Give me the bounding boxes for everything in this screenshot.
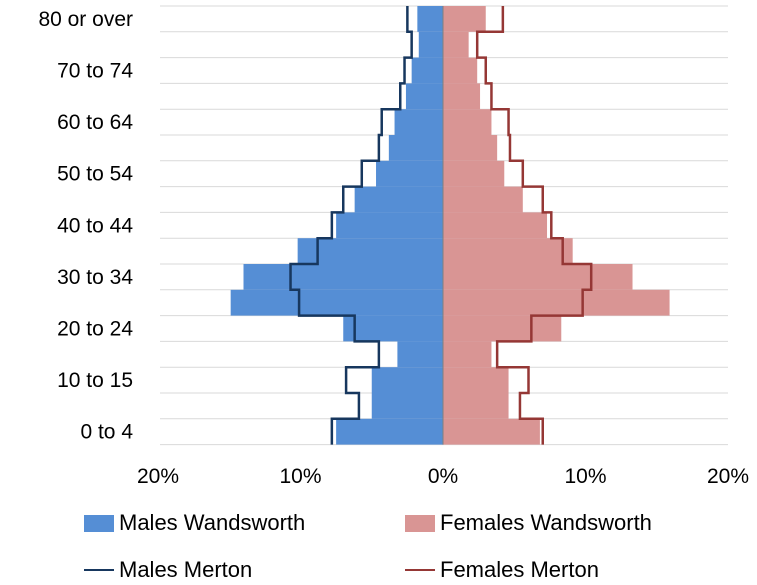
population-pyramid-chart: 0 to 4 10 to 15 20 to 24 30 to 34 40 to 44 50… bbox=[38, 5, 749, 488]
y-tick-label: 0 to 4 bbox=[80, 421, 133, 444]
legend-swatch-females-wandsworth bbox=[405, 514, 435, 532]
bar-females-wandsworth bbox=[443, 393, 509, 419]
bar-females-wandsworth bbox=[443, 31, 469, 58]
bar-males-wandsworth bbox=[243, 264, 443, 290]
bar-males-wandsworth bbox=[405, 83, 443, 110]
bar-females-wandsworth bbox=[443, 238, 573, 264]
bar-females-wandsworth bbox=[443, 341, 492, 368]
y-tick-label: 40 to 44 bbox=[57, 214, 133, 237]
y-tick-label: 30 to 34 bbox=[57, 266, 133, 289]
bar-females-wandsworth bbox=[443, 212, 548, 239]
legend-females-merton: Females Merton bbox=[405, 557, 599, 583]
step-males-merton bbox=[289, 6, 413, 445]
y-tick-label: 50 to 54 bbox=[57, 163, 133, 186]
bar-males-wandsworth bbox=[417, 6, 443, 32]
bar-males-wandsworth bbox=[343, 315, 443, 342]
y-tick-label: 70 to 74 bbox=[57, 60, 133, 83]
bar-females-wandsworth bbox=[443, 315, 562, 342]
x-tick-label: 20% bbox=[707, 465, 749, 488]
legend-males-wandsworth: Males Wandsworth bbox=[84, 510, 305, 536]
bar-males-wandsworth bbox=[336, 212, 443, 239]
y-tick-label: 10 to 15 bbox=[57, 369, 133, 392]
bar-females-wandsworth bbox=[443, 6, 486, 32]
legend-label-females-wandsworth: Females Wandsworth bbox=[440, 510, 652, 535]
bar-females-wandsworth bbox=[443, 264, 633, 290]
legend-swatch-males-wandsworth bbox=[84, 514, 114, 532]
bar-males-wandsworth bbox=[336, 418, 443, 445]
x-tick-label: 10% bbox=[564, 465, 606, 488]
bar-females-wandsworth bbox=[443, 289, 670, 316]
bar-females-wandsworth bbox=[443, 83, 481, 110]
bar-males-wandsworth bbox=[371, 393, 443, 419]
legend-label-males-wandsworth: Males Wandsworth bbox=[119, 510, 306, 535]
legend-females-wandsworth: Females Wandsworth bbox=[405, 510, 652, 536]
legend-swatch-males-merton bbox=[84, 569, 114, 571]
y-tick-label: 60 to 64 bbox=[57, 111, 133, 134]
legend-label-females-merton: Females Merton bbox=[440, 557, 599, 582]
bar-males-wandsworth bbox=[354, 186, 443, 213]
bar-males-wandsworth bbox=[388, 135, 443, 161]
bar-females-wandsworth bbox=[443, 186, 523, 213]
bar-females-wandsworth bbox=[443, 57, 478, 84]
bar-males-wandsworth bbox=[376, 160, 443, 187]
legend-swatch-females-merton bbox=[405, 569, 435, 571]
x-tick-label: 10% bbox=[279, 465, 321, 488]
bar-males-wandsworth bbox=[230, 289, 443, 316]
y-tick-label: 20 to 24 bbox=[57, 318, 133, 341]
y-tick-label: 80 or over bbox=[38, 8, 133, 31]
bar-males-wandsworth bbox=[397, 341, 443, 368]
bar-males-wandsworth bbox=[371, 367, 443, 393]
bar-males-wandsworth bbox=[394, 109, 443, 135]
bar-males-wandsworth bbox=[297, 238, 443, 264]
bar-females-wandsworth bbox=[443, 160, 505, 187]
legend-label-males-merton: Males Merton bbox=[119, 557, 253, 582]
bar-females-wandsworth bbox=[443, 367, 509, 393]
bar-females-wandsworth bbox=[443, 418, 540, 445]
x-tick-label: 0% bbox=[428, 465, 458, 488]
bar-males-wandsworth bbox=[411, 57, 443, 84]
bar-females-wandsworth bbox=[443, 109, 492, 135]
legend-males-merton: Males Merton bbox=[84, 557, 252, 583]
x-tick-label: 20% bbox=[137, 465, 179, 488]
bar-females-wandsworth bbox=[443, 135, 498, 161]
bar-males-wandsworth bbox=[418, 31, 443, 58]
step-females-merton bbox=[475, 6, 593, 445]
